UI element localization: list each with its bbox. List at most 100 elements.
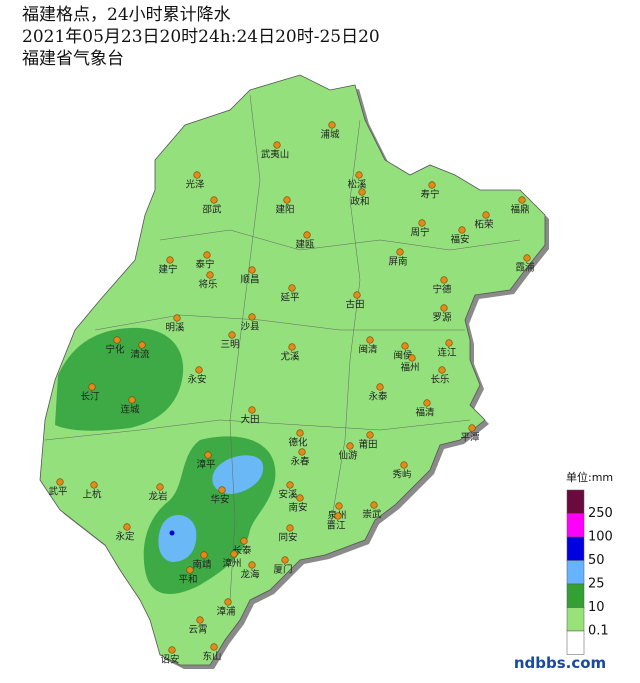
city-label: 柘荣: [474, 219, 494, 231]
city-label: 晋江: [326, 521, 346, 532]
city-dot: [423, 399, 431, 407]
city-label: 将乐: [198, 279, 218, 291]
rain-area-25mm: [158, 514, 197, 562]
city-dot: [113, 336, 121, 344]
city-dot: [195, 366, 203, 374]
city-label: 宁德: [432, 284, 452, 296]
legend-swatch: [566, 583, 585, 608]
legend-swatch: [566, 607, 585, 632]
city-label: 光泽: [185, 179, 205, 191]
city-label: 厦门: [273, 564, 292, 576]
map-source: 福建省气象台: [22, 49, 124, 69]
city-label: 永泰: [368, 391, 388, 403]
city-label: 罗源: [432, 313, 452, 324]
city-dot: [210, 196, 218, 204]
rain-area-10mm: [55, 327, 184, 431]
city-label: 闽侯: [393, 350, 413, 362]
city-dot: [288, 343, 296, 351]
watermark: ndbbs.com: [514, 654, 606, 672]
city-label: 平潭: [460, 432, 480, 444]
city-dot: [273, 141, 281, 149]
city-dot: [366, 431, 374, 439]
city-label: 政和: [350, 196, 369, 208]
city-label: 松溪: [347, 179, 367, 191]
map-title: 福建格点，24小时累计降水: [22, 5, 231, 25]
city-label: 福安: [450, 234, 469, 246]
city-label: 连城: [120, 404, 140, 416]
city-label: 安溪: [278, 489, 298, 501]
city-dot: [90, 481, 98, 489]
city-label: 南安: [288, 502, 307, 514]
legend-swatch: [566, 630, 585, 655]
city-dot: [418, 219, 426, 227]
city-label: 宁化: [105, 344, 125, 356]
city-dot: [286, 524, 294, 532]
city-dot: [210, 643, 218, 651]
city-dot: [248, 266, 256, 274]
city-label: 建宁: [158, 264, 177, 276]
city-dot: [428, 181, 436, 189]
city-label: 泰宁: [195, 259, 214, 271]
city-label: 连江: [437, 347, 457, 359]
city-label: 清流: [130, 349, 150, 361]
city-dot: [168, 646, 176, 654]
legend-label: 250: [588, 506, 613, 521]
city-label: 秀屿: [392, 469, 411, 481]
city-dot: [138, 341, 146, 349]
city-label: 德化: [288, 437, 308, 449]
city-label: 沙县: [240, 322, 259, 333]
city-label: 屏南: [388, 256, 407, 268]
city-dot: [218, 486, 226, 494]
legend-label: 0.1: [588, 624, 609, 639]
city-dot: [328, 121, 336, 129]
city-label: 古田: [345, 299, 364, 311]
city-dot: [396, 248, 404, 256]
city-dot: [346, 442, 354, 450]
legend-swatch: [566, 560, 585, 585]
city-label: 寿宁: [420, 189, 439, 201]
city-label: 东山: [202, 651, 221, 663]
city-dot: [166, 256, 174, 264]
city-label: 龙岩: [148, 491, 167, 503]
city-label: 周宁: [410, 227, 429, 239]
city-dot: [445, 339, 453, 347]
legend-unit: 单位:mm: [566, 470, 613, 484]
city-dot: [334, 512, 342, 520]
city-label: 邵武: [202, 204, 222, 216]
city-dot: [281, 556, 289, 564]
city-label: 闽清: [358, 344, 378, 356]
city-label: 建阳: [275, 204, 294, 216]
city-label: 云霄: [188, 625, 207, 636]
city-label: 崇武: [362, 509, 382, 521]
city-label: 尤溪: [280, 351, 300, 363]
province: [39, 74, 549, 669]
city-dot: [88, 383, 96, 391]
city-dot: [193, 171, 201, 179]
city-dot: [468, 424, 476, 432]
legend-label: 100: [588, 530, 613, 545]
city-dot: [355, 171, 363, 179]
city-dot: [458, 226, 466, 234]
city-label: 华安: [210, 494, 229, 506]
city-label: 上杭: [82, 489, 102, 501]
city-dot: [366, 336, 374, 344]
city-label: 漳州: [222, 558, 241, 570]
city-dot: [204, 451, 212, 459]
city-dot: [240, 537, 248, 545]
legend-swatch: [566, 489, 585, 514]
city-label: 福清: [415, 407, 435, 419]
city-label: 霞浦: [515, 262, 535, 274]
city-label: 同安: [278, 532, 297, 544]
city-label: 仙游: [338, 450, 358, 462]
city-label: 武夷山: [261, 149, 290, 161]
city-label: 三明: [220, 340, 239, 351]
city-dot: [200, 551, 208, 559]
city-label: 大田: [240, 414, 259, 426]
city-dot: [206, 271, 214, 279]
city-dot: [248, 561, 256, 569]
city-dot: [440, 304, 448, 312]
city-label: 龙海: [240, 569, 260, 581]
legend-swatch: [566, 536, 585, 561]
city-dot: [123, 523, 131, 531]
